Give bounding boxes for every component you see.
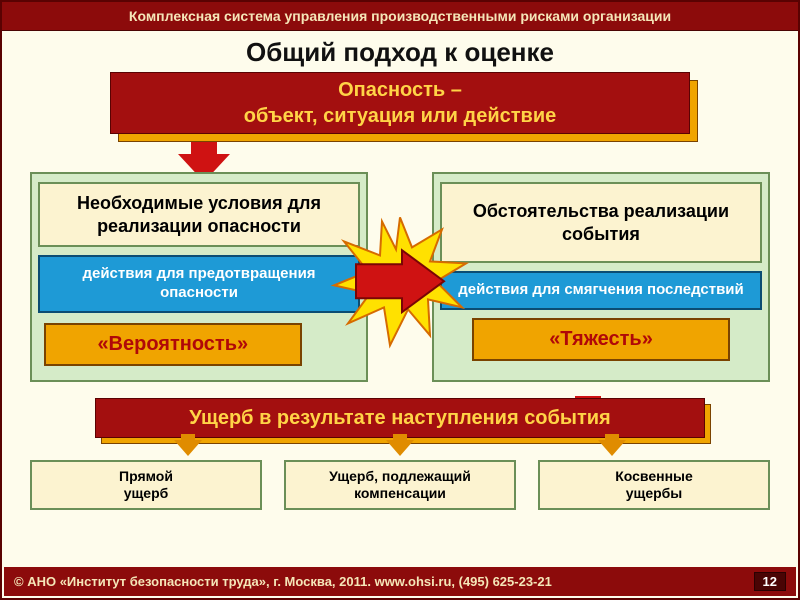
bottom-box-1: Прямойущерб xyxy=(30,460,262,510)
bottom-row: Прямойущерб Ущерб, подлежащийкомпенсации… xyxy=(2,460,798,510)
left-action-text: действия для предотвращения опасности xyxy=(82,265,315,301)
top-banner: Опасность – объект, ситуация или действи… xyxy=(110,72,690,144)
arrow-right-icon xyxy=(352,246,448,316)
columns: Необходимые условия для реализации опасн… xyxy=(2,172,798,382)
left-condition: Необходимые условия для реализации опасн… xyxy=(38,182,360,247)
arrow-down-icon xyxy=(598,440,626,456)
top-banner-line1: Опасность – xyxy=(338,77,462,103)
arrow-down-icon xyxy=(386,440,414,456)
left-action: действия для предотвращения опасности xyxy=(38,255,360,313)
arrow-down-icon xyxy=(174,440,202,456)
footer-bar: © АНО «Институт безопасности труда», г. … xyxy=(4,567,796,596)
bottom-box-2: Ущерб, подлежащийкомпенсации xyxy=(284,460,516,510)
result-text: Ущерб в результате наступления события xyxy=(189,407,610,430)
header-bar: Комплексная система управления производс… xyxy=(2,2,798,31)
left-tag: «Вероятность» xyxy=(44,323,302,366)
right-column: Обстоятельства реализации события действ… xyxy=(432,172,770,382)
top-banner-line2: объект, ситуация или действие xyxy=(244,103,557,129)
left-column: Необходимые условия для реализации опасн… xyxy=(30,172,368,382)
footer-text: © АНО «Институт безопасности труда», г. … xyxy=(14,574,552,589)
right-action: действия для смягчения последствий xyxy=(440,271,762,310)
right-condition: Обстоятельства реализации события xyxy=(440,182,762,263)
right-tag: «Тяжесть» xyxy=(472,318,730,361)
page-number: 12 xyxy=(754,572,786,591)
main-title: Общий подход к оценке xyxy=(2,37,798,68)
right-action-text: действия для смягчения последствий xyxy=(458,281,744,298)
bottom-box-3: Косвенныеущербы xyxy=(538,460,770,510)
